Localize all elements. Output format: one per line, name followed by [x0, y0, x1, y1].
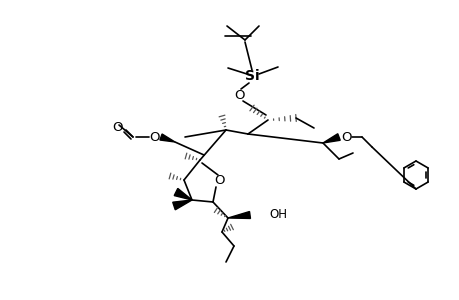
Polygon shape — [160, 134, 174, 142]
Text: OH: OH — [269, 208, 286, 221]
Text: O: O — [112, 121, 123, 134]
Polygon shape — [322, 134, 340, 143]
Text: O: O — [150, 130, 160, 143]
Text: Si: Si — [244, 69, 259, 83]
Polygon shape — [173, 200, 191, 210]
Polygon shape — [174, 188, 191, 200]
Text: O: O — [234, 88, 245, 101]
Text: O: O — [341, 130, 352, 143]
Text: O: O — [214, 173, 225, 187]
Polygon shape — [228, 212, 250, 218]
